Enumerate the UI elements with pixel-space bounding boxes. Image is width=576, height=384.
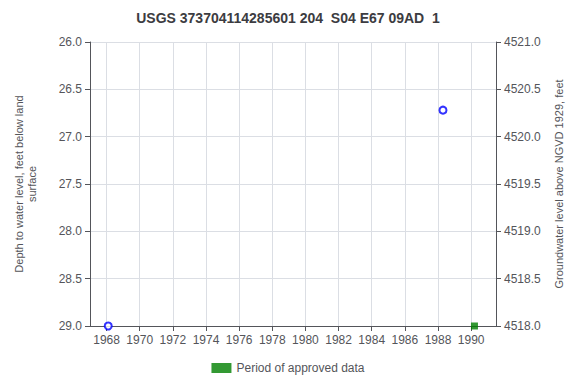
svg-text:1982: 1982 xyxy=(325,333,352,347)
svg-text:4518.5: 4518.5 xyxy=(504,272,541,286)
svg-text:1986: 1986 xyxy=(392,333,419,347)
svg-text:26.5: 26.5 xyxy=(59,82,83,96)
svg-text:1976: 1976 xyxy=(226,333,253,347)
svg-text:1978: 1978 xyxy=(259,333,286,347)
svg-text:USGS 373704114285601 204 S04: USGS 373704114285601 204 S04 E67 09AD 1 xyxy=(136,10,440,26)
svg-text:1980: 1980 xyxy=(292,333,319,347)
svg-text:4518.0: 4518.0 xyxy=(504,319,541,333)
svg-text:1968: 1968 xyxy=(93,333,120,347)
svg-text:1984: 1984 xyxy=(358,333,385,347)
svg-text:Groundwater level above NGVD 1: Groundwater level above NGVD 1929, feet xyxy=(553,79,565,288)
svg-text:1974: 1974 xyxy=(193,333,220,347)
svg-text:Period of approved data: Period of approved data xyxy=(236,361,364,375)
svg-text:26.0: 26.0 xyxy=(59,35,83,49)
svg-text:4519.0: 4519.0 xyxy=(504,224,541,238)
svg-text:1990: 1990 xyxy=(458,333,485,347)
svg-text:28.0: 28.0 xyxy=(59,224,83,238)
svg-text:4521.0: 4521.0 xyxy=(504,35,541,49)
svg-text:surface: surface xyxy=(26,166,38,202)
svg-text:1988: 1988 xyxy=(425,333,452,347)
svg-text:1972: 1972 xyxy=(160,333,187,347)
svg-text:27.5: 27.5 xyxy=(59,177,83,191)
svg-text:1970: 1970 xyxy=(126,333,153,347)
svg-text:28.5: 28.5 xyxy=(59,272,83,286)
svg-text:27.0: 27.0 xyxy=(59,130,83,144)
svg-text:4519.5: 4519.5 xyxy=(504,177,541,191)
svg-text:4520.5: 4520.5 xyxy=(504,82,541,96)
svg-text:4520.0: 4520.0 xyxy=(504,130,541,144)
svg-text:Depth to water level, feet bel: Depth to water level, feet below land xyxy=(13,95,25,272)
svg-text:29.0: 29.0 xyxy=(59,319,83,333)
